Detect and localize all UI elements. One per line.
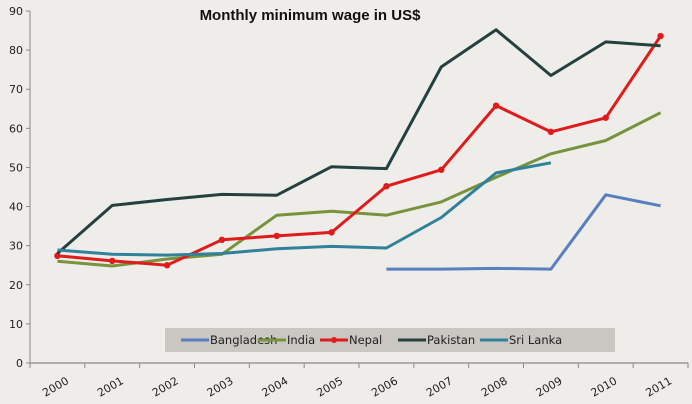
x-tick-label: 2004 xyxy=(260,374,291,399)
y-tick-label: 60 xyxy=(9,122,23,135)
data-point xyxy=(438,166,445,173)
x-tick-label: 2001 xyxy=(95,374,126,399)
data-point xyxy=(163,262,171,269)
data-point xyxy=(54,252,61,260)
x-tick-label: 2005 xyxy=(314,374,345,399)
x-tick-label: 2009 xyxy=(534,374,565,399)
series-line-sri-lanka xyxy=(57,161,552,257)
data-point xyxy=(109,257,116,265)
data-point xyxy=(273,232,280,240)
legend-label: Bangladesh xyxy=(210,333,277,347)
y-tick-label: 80 xyxy=(9,44,23,57)
x-tick-label: 2003 xyxy=(205,374,236,399)
x-tick-label: 2008 xyxy=(479,374,510,399)
y-tick-label: 10 xyxy=(9,318,23,331)
chart-title: Monthly minimum wage in US$ xyxy=(200,7,422,24)
x-tick-label: 2000 xyxy=(40,374,71,399)
legend-label: Pakistan xyxy=(427,333,475,347)
y-tick-label: 30 xyxy=(9,240,23,253)
legend-marker xyxy=(331,337,337,343)
x-tick-label: 2002 xyxy=(150,374,181,399)
series-line-india xyxy=(57,111,662,268)
y-tick-label: 50 xyxy=(9,161,23,174)
legend-label: Nepal xyxy=(349,333,382,347)
data-point xyxy=(657,32,664,40)
data-point xyxy=(492,102,500,109)
data-point xyxy=(602,114,609,121)
y-tick-label: 20 xyxy=(9,279,23,292)
legend-label: India xyxy=(287,333,315,347)
y-tick-label: 70 xyxy=(9,83,23,96)
y-tick-label: 0 xyxy=(16,357,23,370)
y-tick-label: 90 xyxy=(9,5,23,18)
data-point xyxy=(218,236,226,243)
data-point xyxy=(328,229,335,236)
series-line-nepal xyxy=(57,35,662,267)
data-point xyxy=(547,128,555,136)
y-tick-label: 40 xyxy=(9,201,23,214)
x-tick-label: 2010 xyxy=(589,374,620,399)
series-line-bangladesh xyxy=(386,193,661,271)
x-tick-label: 2007 xyxy=(424,374,455,399)
data-point xyxy=(383,183,390,190)
series-line-pakistan xyxy=(56,28,661,255)
legend-label: Sri Lanka xyxy=(509,333,562,347)
x-tick-label: 2006 xyxy=(369,374,400,399)
legend-box xyxy=(165,328,615,352)
x-tick-label: 2011 xyxy=(643,374,674,399)
